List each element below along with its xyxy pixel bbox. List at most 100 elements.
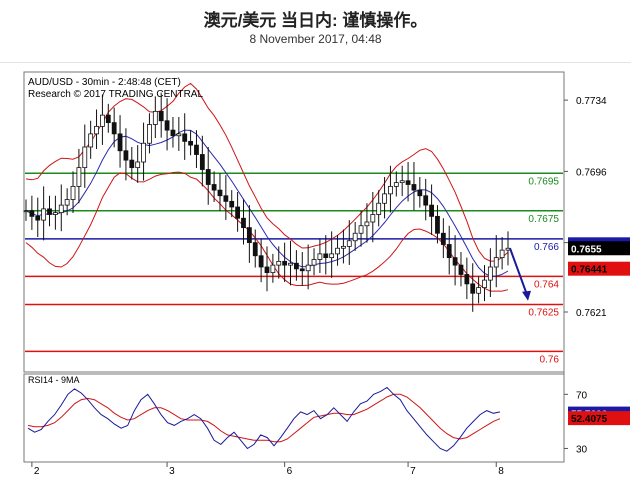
candle-body [358,225,364,234]
candle-body [335,247,340,255]
candle [388,165,393,213]
candle [317,238,323,273]
candle [70,171,76,213]
candle-body [29,210,35,217]
candle [194,130,199,168]
rsi-tick-label: 70 [576,390,588,401]
candle-body [170,129,176,137]
candle [94,109,99,150]
candle [411,162,417,211]
time-tick-label: 8 [498,466,504,477]
candle-body [129,159,135,169]
candle [170,117,176,148]
candle-body [352,232,358,242]
candle [229,190,235,218]
candle [41,186,47,241]
candle [417,177,423,208]
candle-body [376,202,382,215]
candle [258,238,264,283]
candle [429,184,434,235]
forecast-arrow-head [522,290,531,301]
candle [293,250,299,281]
candle-body [341,245,346,249]
candle-body [199,154,205,170]
rsi-badge [568,411,630,426]
candle-body [205,169,211,185]
candle [352,222,358,251]
level-label-2: 0.766 [534,242,559,253]
candle [405,162,411,202]
candle-body [476,287,482,294]
price-tick-label: 0.7621 [576,308,607,319]
candle-body [464,274,470,285]
candle [117,115,123,168]
candle [23,199,29,221]
candle [158,92,164,138]
candle-body [329,253,335,259]
candle-body [370,214,376,223]
candle-body [282,260,288,266]
time-tick-label: 6 [287,466,293,477]
candle [311,248,317,276]
candle-body [105,114,111,124]
candle-body [229,200,235,208]
candle-body [117,133,123,152]
candle [282,242,288,282]
candle [235,192,241,232]
candle [329,231,335,278]
candle [399,165,405,197]
candle-body [88,133,94,148]
candle [358,210,364,247]
candle [246,205,252,263]
candle [211,171,217,202]
candle-body [158,110,164,122]
price-badge-label: 0.7655 [571,244,602,255]
candle-body [346,240,352,247]
candle-body [270,264,276,274]
page-date: 8 November 2017, 04:48 [249,32,382,46]
candle [487,248,493,297]
rsi-badge-label: 52.4075 [571,414,608,425]
candle [241,199,246,245]
time-tick-label: 2 [34,466,40,477]
candle-body [470,283,476,294]
candle [458,252,464,287]
candle [76,148,82,204]
candle-body [293,262,299,270]
candle [100,94,105,145]
candle [305,244,311,290]
candle [135,145,141,183]
candle-body [364,221,370,227]
candle-body [58,204,64,214]
candle-body [135,161,141,169]
level-label-0: 0.7695 [528,176,559,187]
candle-body [311,259,317,266]
candle [464,257,470,300]
candle-body [23,210,29,213]
candle [270,253,276,283]
candle-body [164,120,170,131]
candle-body [64,199,70,206]
candle-body [246,227,252,244]
price-tick-label: 0.7696 [576,167,607,178]
candle [164,98,170,151]
price-badge-label: 0.76441 [571,265,608,276]
candle [323,235,329,275]
candle [299,252,305,286]
candle [382,177,387,219]
price-tick-label: 0.7734 [576,96,607,107]
level-label-5: 0.76 [540,354,560,365]
candle-body [323,253,329,259]
candle [452,235,458,286]
candle-body [235,206,241,219]
rsi-line [27,386,501,452]
candle-body [440,232,446,245]
level-label-4: 0.7625 [528,308,559,319]
rsi-ma-line [27,393,501,443]
candle [64,188,70,216]
candle [276,246,282,279]
candle-body [152,110,158,125]
candle [476,276,482,304]
rsi-panel: 703055.760652.4075 [27,386,630,455]
